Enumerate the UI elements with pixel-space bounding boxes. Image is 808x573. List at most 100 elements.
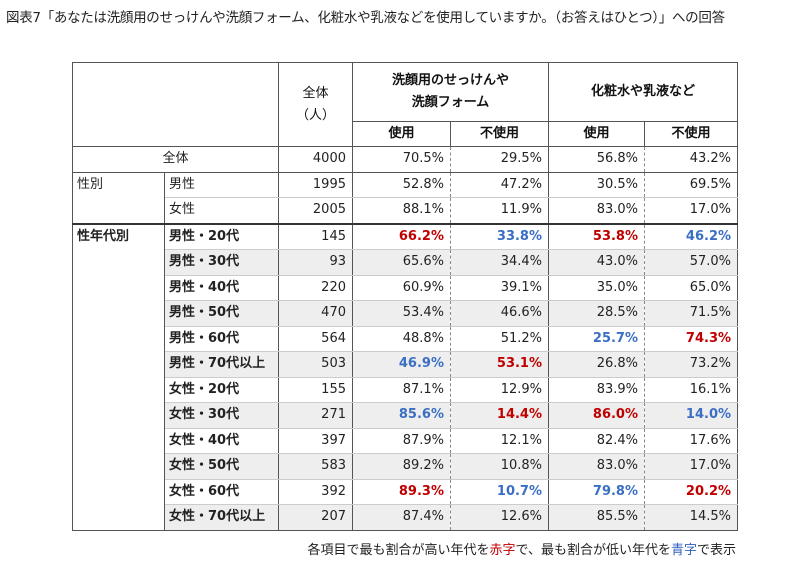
row-v3: 57.0% bbox=[644, 249, 739, 276]
row-v1: 14.4% bbox=[450, 402, 550, 429]
row-v2: 25.7% bbox=[548, 326, 646, 352]
row-label: 男性・40代 bbox=[164, 275, 279, 301]
row-male-v3: 69.5% bbox=[644, 172, 739, 198]
footnote-part2: で、最も割合が低い年代を bbox=[515, 543, 671, 558]
row-v0: 65.6% bbox=[352, 249, 451, 276]
row-male-label: 男性 bbox=[164, 172, 279, 198]
row-v2: 79.8% bbox=[548, 479, 646, 505]
row-v3: 73.2% bbox=[644, 351, 739, 378]
row-female-v2: 83.0% bbox=[548, 197, 646, 224]
row-v3: 20.2% bbox=[644, 479, 739, 505]
row-n: 220 bbox=[278, 275, 353, 301]
row-n: 470 bbox=[278, 300, 353, 327]
row-male: 性別 男性 1995 52.8% 47.2% 30.5% 69.5% bbox=[72, 172, 739, 224]
row-v3: 14.5% bbox=[644, 504, 739, 531]
table-row: 女性・30代 271 85.6% 14.4% 86.0% 14.0% bbox=[73, 402, 739, 429]
row-label: 女性・50代 bbox=[164, 453, 279, 480]
row-n: 397 bbox=[278, 428, 353, 454]
row-v1: 34.4% bbox=[450, 249, 550, 276]
row-label: 男性・30代 bbox=[164, 249, 279, 276]
row-v0: 89.3% bbox=[352, 479, 451, 505]
header-facewash-use: 使用 bbox=[352, 121, 451, 147]
header-total: 全体 （人） bbox=[278, 62, 353, 147]
footnote-blue-word: 青字 bbox=[670, 543, 697, 558]
row-v0: 53.4% bbox=[352, 300, 451, 327]
row-v3: 74.3% bbox=[644, 326, 739, 352]
row-n: 207 bbox=[278, 504, 353, 531]
row-all-v3: 43.2% bbox=[644, 146, 739, 173]
row-v3: 46.2% bbox=[644, 222, 739, 250]
header-group-lotion: 化粧水や乳液など bbox=[548, 62, 739, 122]
row-v2: 28.5% bbox=[548, 300, 646, 327]
row-v2: 86.0% bbox=[548, 402, 646, 429]
footnote-part3: で表示 bbox=[696, 543, 736, 558]
row-v0: 89.2% bbox=[352, 453, 451, 480]
row-label: 女性・40代 bbox=[164, 428, 279, 454]
row-v2: 35.0% bbox=[548, 275, 646, 301]
header-lotion-notuse: 不使用 bbox=[644, 121, 739, 147]
survey-table: 全体 （人） 洗顔用のせっけんや 洗顔フォーム 化粧水や乳液など 使用 不使用 … bbox=[72, 62, 739, 531]
footnote-part1: 各項目で最も割合が高い年代を bbox=[307, 543, 490, 558]
row-n: 564 bbox=[278, 326, 353, 352]
row-v1: 33.8% bbox=[450, 222, 550, 250]
row-female-label: 女性 bbox=[164, 197, 279, 224]
header-group-facewash-line1: 洗顔用のせっけんや bbox=[392, 73, 510, 88]
table-row: 女性・60代 392 89.3% 10.7% 79.8% 20.2% bbox=[73, 479, 739, 505]
group-agegender-label: 性年代別 bbox=[72, 222, 165, 531]
group-gender-label: 性別 bbox=[72, 172, 165, 224]
row-v3: 65.0% bbox=[644, 275, 739, 301]
row-male-v1: 47.2% bbox=[450, 172, 550, 198]
footnote: 各項目で最も割合が高い年代を赤字で、最も割合が低い年代を青字で表示 bbox=[307, 539, 736, 558]
footnote-red-word: 赤字 bbox=[489, 543, 516, 558]
row-v0: 66.2% bbox=[352, 222, 451, 250]
row-v2: 83.0% bbox=[548, 453, 646, 480]
row-n: 93 bbox=[278, 249, 353, 276]
row-all-label: 全体 bbox=[72, 146, 279, 173]
row-v1: 46.6% bbox=[450, 300, 550, 327]
row-label: 男性・50代 bbox=[164, 300, 279, 327]
row-v0: 87.1% bbox=[352, 377, 451, 403]
header-total-unit: （人） bbox=[295, 107, 335, 123]
row-v1: 12.6% bbox=[450, 504, 550, 531]
row-n: 392 bbox=[278, 479, 353, 505]
header-group-facewash-line2: 洗顔フォーム bbox=[411, 95, 490, 110]
row-v1: 10.7% bbox=[450, 479, 550, 505]
row-female-n: 2005 bbox=[278, 197, 353, 224]
table-row: 性年代別 男性・20代 145 66.2% 33.8% 53.8% 46.2% bbox=[72, 222, 739, 531]
table-row: 女性・40代 397 87.9% 12.1% 82.4% 17.6% bbox=[73, 428, 739, 454]
row-v0: 46.9% bbox=[352, 351, 451, 378]
row-v1: 12.1% bbox=[450, 428, 550, 454]
row-label: 女性・60代 bbox=[164, 479, 279, 505]
row-label: 女性・20代 bbox=[164, 377, 279, 403]
row-n: 155 bbox=[278, 377, 353, 403]
row-v1: 53.1% bbox=[450, 351, 550, 378]
corner-cell bbox=[72, 62, 279, 147]
row-v1: 12.9% bbox=[450, 377, 550, 403]
row-v0: 60.9% bbox=[352, 275, 451, 301]
row-v2: 85.5% bbox=[548, 504, 646, 531]
row-v0: 87.9% bbox=[352, 428, 451, 454]
table-row: 男性・50代 470 53.4% 46.6% 28.5% 71.5% bbox=[73, 300, 739, 327]
row-v0: 48.8% bbox=[352, 326, 451, 352]
row-male-v2: 30.5% bbox=[548, 172, 646, 198]
row-v0: 87.4% bbox=[352, 504, 451, 531]
row-n: 271 bbox=[278, 402, 353, 429]
row-v1: 51.2% bbox=[450, 326, 550, 352]
row-all-v0: 70.5% bbox=[352, 146, 451, 173]
row-label: 女性・30代 bbox=[164, 402, 279, 429]
table-row: 女性・70代以上 207 87.4% 12.6% 85.5% 14.5% bbox=[73, 504, 739, 531]
row-v3: 71.5% bbox=[644, 300, 739, 327]
table-row: 男性・70代以上 503 46.9% 53.1% 26.8% 73.2% bbox=[73, 351, 739, 378]
row-v3: 16.1% bbox=[644, 377, 739, 403]
row-v3: 14.0% bbox=[644, 402, 739, 429]
row-n: 583 bbox=[278, 453, 353, 480]
row-female-v1: 11.9% bbox=[450, 197, 550, 224]
row-v1: 39.1% bbox=[450, 275, 550, 301]
row-v2: 53.8% bbox=[548, 222, 646, 250]
header-lotion-use: 使用 bbox=[548, 121, 646, 147]
row-v1: 10.8% bbox=[450, 453, 550, 480]
header-facewash-notuse: 不使用 bbox=[450, 121, 550, 147]
row-v0: 85.6% bbox=[352, 402, 451, 429]
row-all: 全体 4000 70.5% 29.5% 56.8% 43.2% bbox=[72, 146, 739, 173]
row-female-v0: 88.1% bbox=[352, 197, 451, 224]
